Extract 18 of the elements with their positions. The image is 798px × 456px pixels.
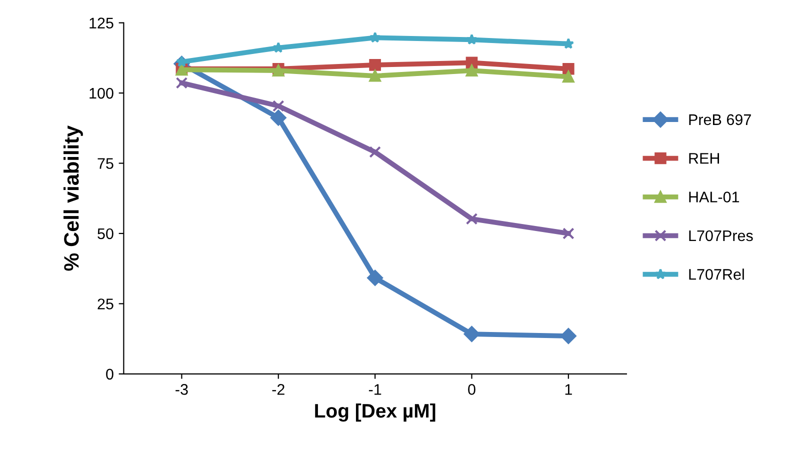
- x-tick-label: -1: [368, 384, 382, 395]
- legend-label: PreB 697: [689, 114, 751, 126]
- y-tick-label: 75: [98, 158, 114, 169]
- y-tick-label: 100: [90, 88, 114, 99]
- x-tick-label: -2: [272, 384, 284, 395]
- legend-label: L707Rel: [689, 268, 744, 280]
- legend-label: HAL-01: [689, 192, 740, 202]
- y-tick-label: 25: [98, 298, 114, 310]
- legend-label: L707Pres: [689, 230, 753, 242]
- x-tick-label: 1: [565, 384, 572, 395]
- x-axis-title: Log [Dex µM]: [315, 403, 436, 422]
- y-tick-label: 0: [106, 368, 114, 380]
- x-tick-label: -3: [176, 384, 188, 395]
- legend-label: REH: [689, 153, 719, 164]
- y-tick-label: 125: [90, 18, 114, 28]
- x-tick-label: 0: [468, 384, 476, 395]
- y-tick-label: 50: [98, 228, 114, 240]
- y-axis-title: % Cell viability: [64, 126, 83, 271]
